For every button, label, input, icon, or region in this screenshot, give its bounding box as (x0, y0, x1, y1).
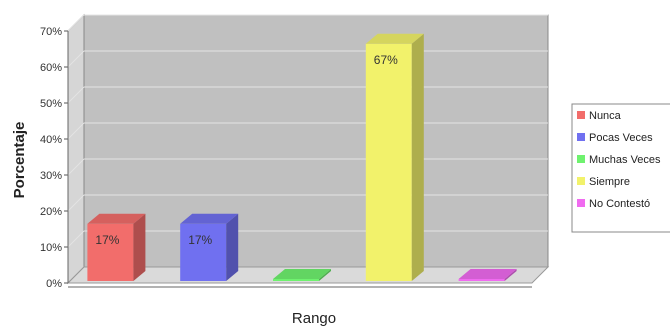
legend-item: Nunca (577, 110, 622, 122)
legend-item: Muchas Veces (577, 154, 661, 166)
legend-label: No Contestó (589, 198, 650, 210)
bar-siempre (365, 33, 424, 281)
bar-top (180, 213, 239, 224)
bar-front (180, 223, 227, 281)
y-tick-label: 10% (40, 242, 62, 254)
bar-front (273, 279, 319, 281)
legend-label: Muchas Veces (589, 154, 661, 166)
legend-item: Pocas Veces (577, 132, 653, 144)
plot-left-wall (67, 13, 85, 285)
data-label: 17% (95, 233, 119, 247)
bar-top (458, 269, 517, 279)
gridline-side (67, 86, 85, 104)
y-tick-label: 70% (40, 26, 62, 38)
y-axis: 0% 10% 20% 30% 40% 50% 60% 70% (40, 26, 532, 290)
gridline-side (67, 50, 85, 68)
bar-front (365, 43, 412, 281)
y-tick-label: 40% (40, 134, 62, 146)
bar-side (411, 33, 424, 281)
bar-top (273, 269, 331, 279)
bar-side (226, 213, 239, 281)
legend-swatch (577, 177, 585, 185)
y-tick-label: 60% (40, 62, 62, 74)
y-tick-label: 50% (40, 98, 62, 110)
legend-label: Siempre (589, 176, 630, 188)
y-tick-label: 0% (46, 278, 62, 290)
legend-label: Nunca (589, 110, 622, 122)
data-labels: 17% 17% 67% (95, 53, 398, 247)
bar-top (365, 33, 424, 44)
legend-swatch (577, 111, 585, 119)
legend-label: Pocas Veces (589, 132, 653, 144)
gridline-side (67, 230, 85, 248)
legend-item: No Contestó (577, 198, 650, 210)
gridline-side (67, 158, 85, 176)
legend-box (571, 103, 670, 233)
legend-item: Siempre (577, 176, 630, 188)
x-axis-title: Rango (292, 310, 336, 327)
bar-front (87, 223, 134, 281)
bar-front (458, 279, 505, 281)
legend-swatch (577, 155, 585, 163)
bar-muchas-veces (273, 269, 331, 281)
data-label: 67% (374, 53, 398, 67)
bar-side (133, 213, 146, 281)
bar-side (319, 269, 331, 281)
bar-nunca (87, 213, 146, 281)
grid (67, 14, 548, 248)
bar-pocas-veces (180, 213, 239, 281)
plot-back-wall (83, 14, 549, 268)
legend-swatch (577, 133, 585, 141)
y-tick-label: 20% (40, 206, 62, 218)
legend: Nunca Pocas Veces Muchas Veces Siempre No Co… (571, 103, 670, 233)
bar-side (504, 269, 517, 281)
gridline-side (67, 194, 85, 212)
gridline-side (67, 122, 85, 140)
gridline-side (67, 14, 85, 32)
bars (87, 33, 517, 281)
data-label: 17% (188, 233, 212, 247)
bar-no-contestó (458, 269, 517, 281)
legend-swatch (577, 199, 585, 207)
y-axis-title: Porcentaje (11, 122, 28, 199)
y-tick-label: 30% (40, 170, 62, 182)
bar-top (87, 213, 146, 224)
